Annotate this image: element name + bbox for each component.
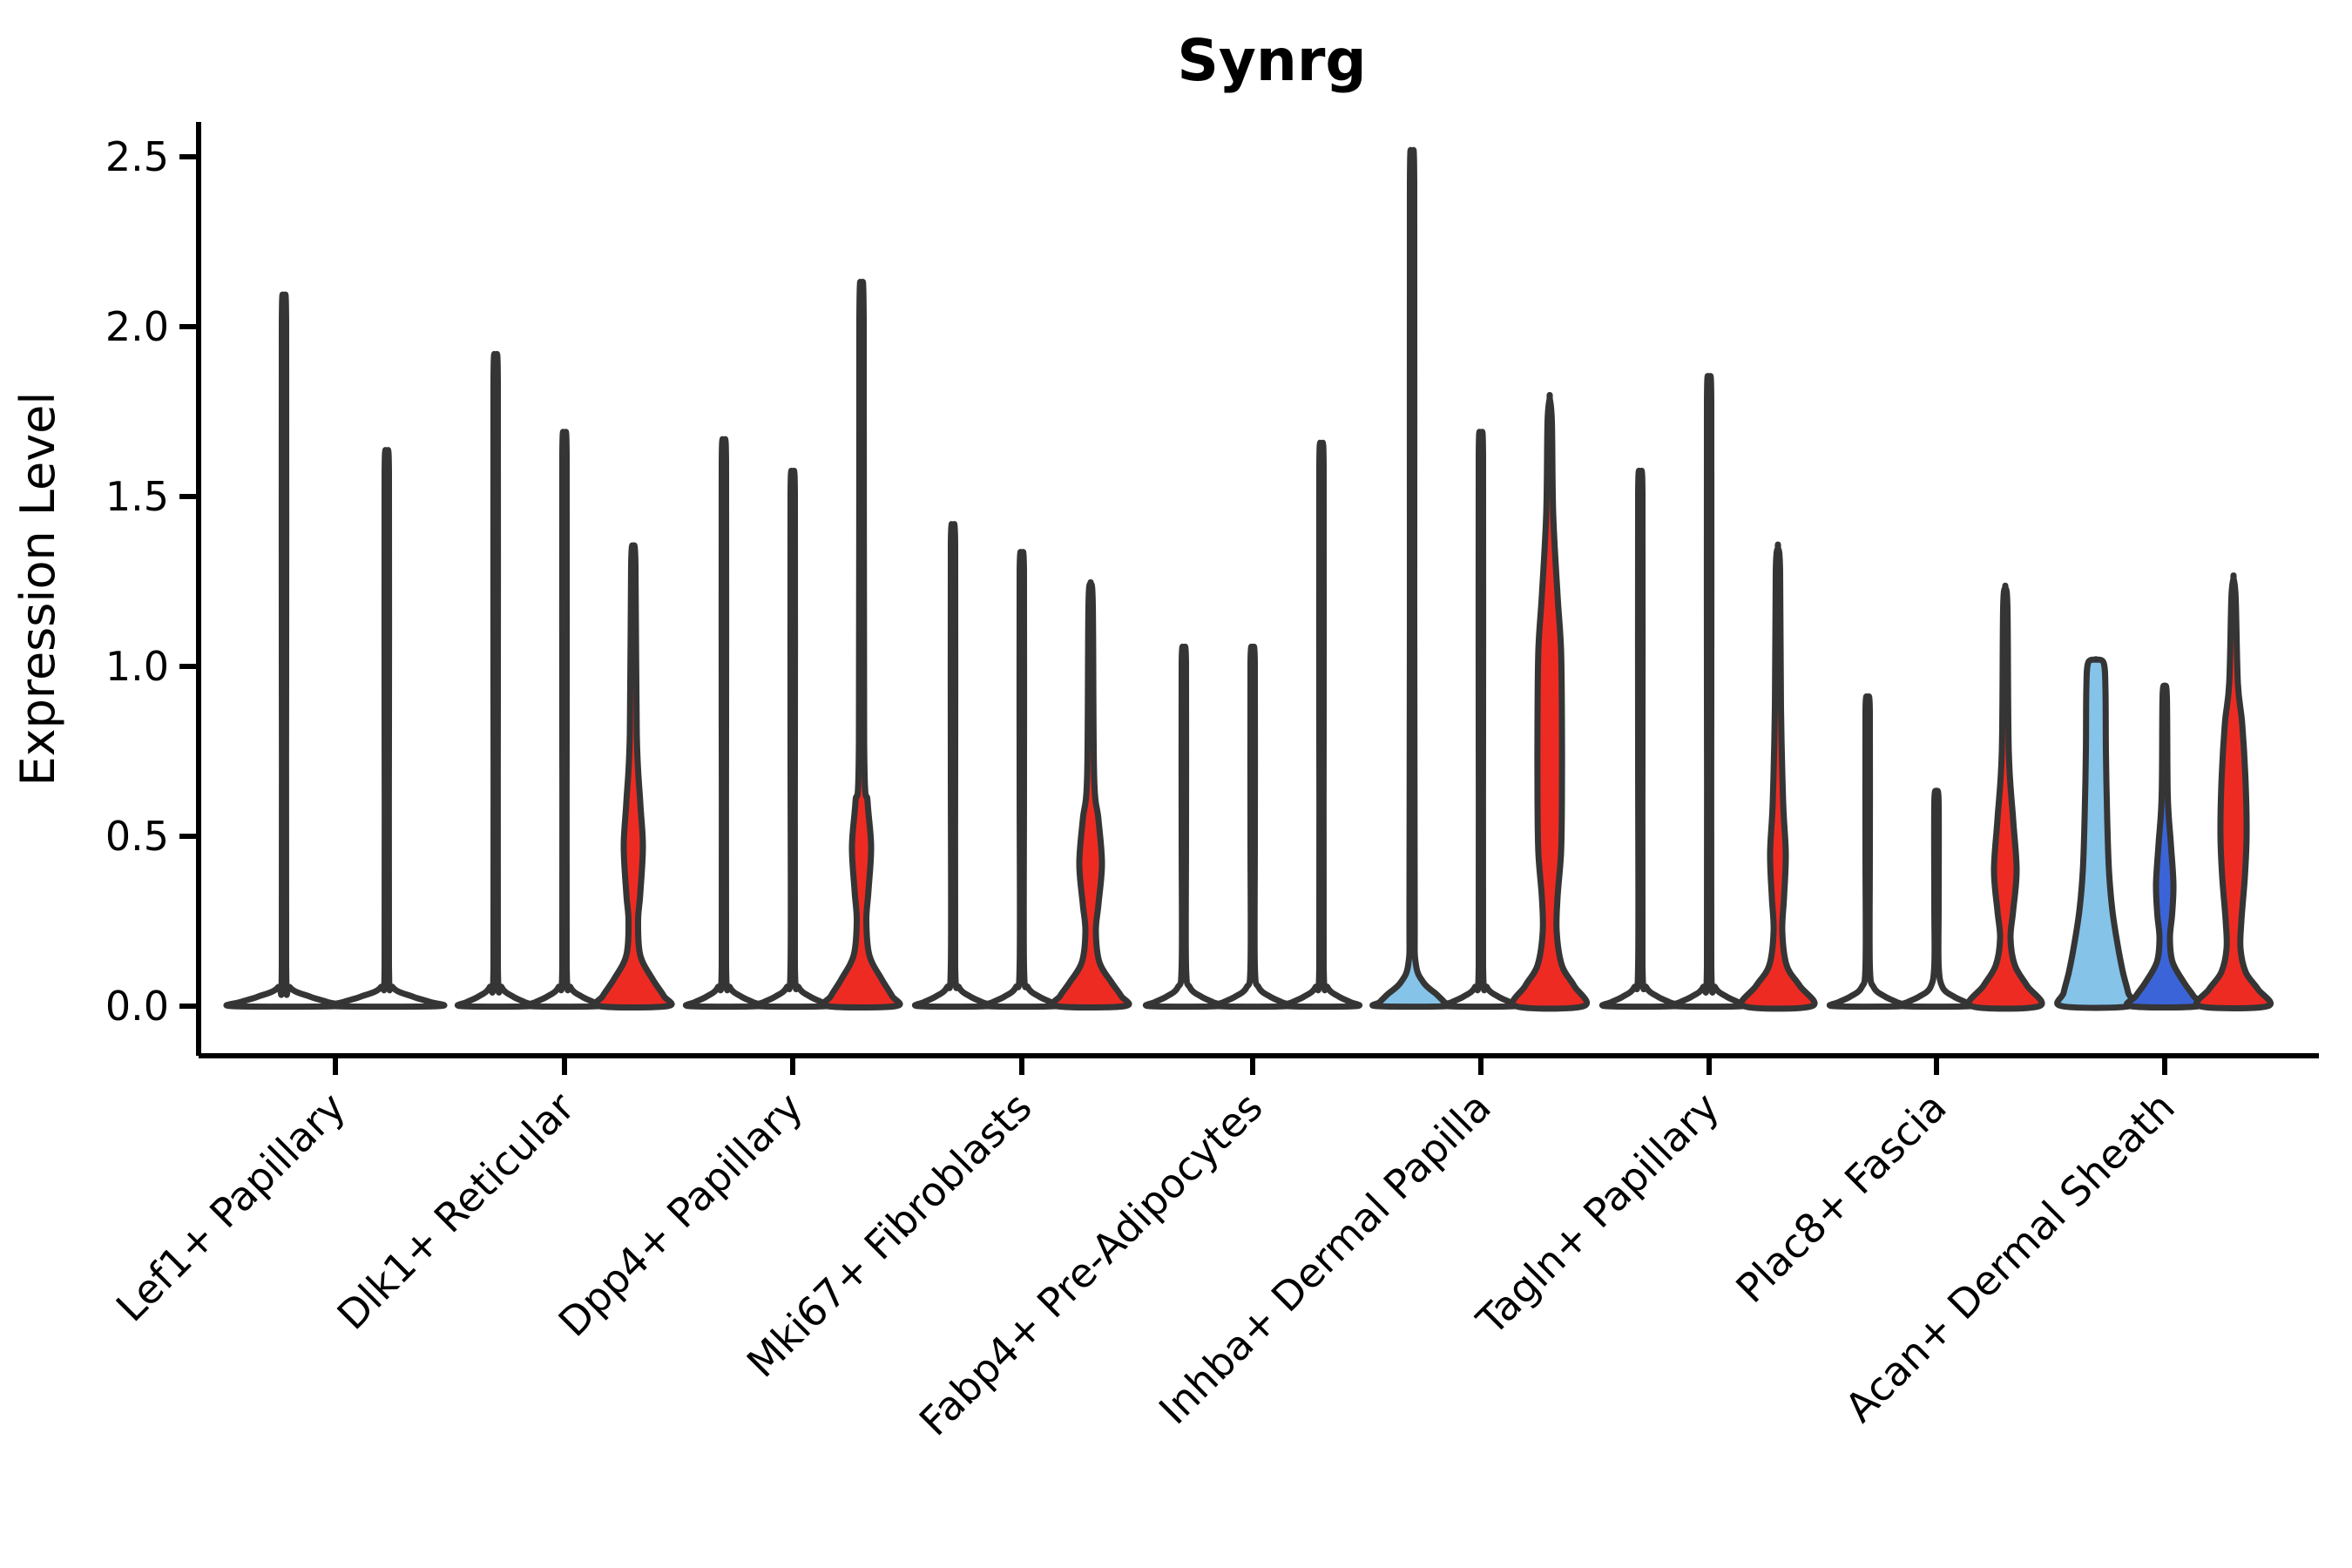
x-tick-label-3: Dpp4+ Papillary	[550, 1084, 812, 1346]
violin-4-3	[1049, 578, 1132, 1010]
violin-8-3	[1965, 582, 2045, 1012]
violin-3-1	[682, 436, 766, 1010]
violin-1-1	[223, 291, 345, 1010]
violin-8-2	[1895, 787, 1978, 1010]
violin-7-1	[1598, 467, 1682, 1010]
violin-2-1	[454, 350, 537, 1010]
violin-2-3	[591, 542, 675, 1010]
y-tick-label-0.0: 0.0	[105, 983, 169, 1030]
violin-7-2	[1667, 373, 1751, 1010]
violin-3-2	[751, 467, 835, 1010]
violin-3-3	[820, 279, 903, 1010]
violin-4-2	[980, 549, 1064, 1010]
violin-series	[223, 146, 2274, 1012]
x-tick-label-8: Plac8+ Fascia	[1727, 1084, 1955, 1312]
y-tick-label-2.5: 2.5	[105, 133, 169, 180]
violin-6-1	[1369, 146, 1455, 1010]
y-tick-label-0.5: 0.5	[105, 813, 169, 860]
violin-5-3	[1280, 439, 1363, 1010]
violin-4-1	[911, 521, 995, 1010]
violin-2-2	[523, 429, 606, 1010]
chart-title: Synrg	[1177, 27, 1366, 94]
violin-9-3	[2193, 572, 2274, 1011]
violin-8-1	[1826, 693, 1909, 1010]
y-tick-label-1.5: 1.5	[105, 473, 169, 520]
violin-5-2	[1211, 644, 1294, 1010]
x-tick-label-7: Tagln+ Papillary	[1467, 1084, 1728, 1345]
y-axis-label: Expression Level	[10, 392, 65, 787]
violin-6-2	[1439, 429, 1523, 1010]
x-tick-label-1: Lef1+ Papillary	[107, 1084, 355, 1331]
violin-5-1	[1142, 644, 1226, 1010]
violin-9-2	[2123, 682, 2207, 1010]
violin-6-3	[1510, 391, 1590, 1012]
y-tick-label-2.0: 2.0	[105, 303, 169, 350]
x-tick-label-2: Dlk1+ Reticular	[328, 1084, 584, 1339]
violin-9-1	[2054, 656, 2138, 1011]
violin-1-2	[326, 447, 448, 1010]
violin-7-3	[1738, 541, 1818, 1012]
y-tick-label-1.0: 1.0	[105, 643, 169, 690]
